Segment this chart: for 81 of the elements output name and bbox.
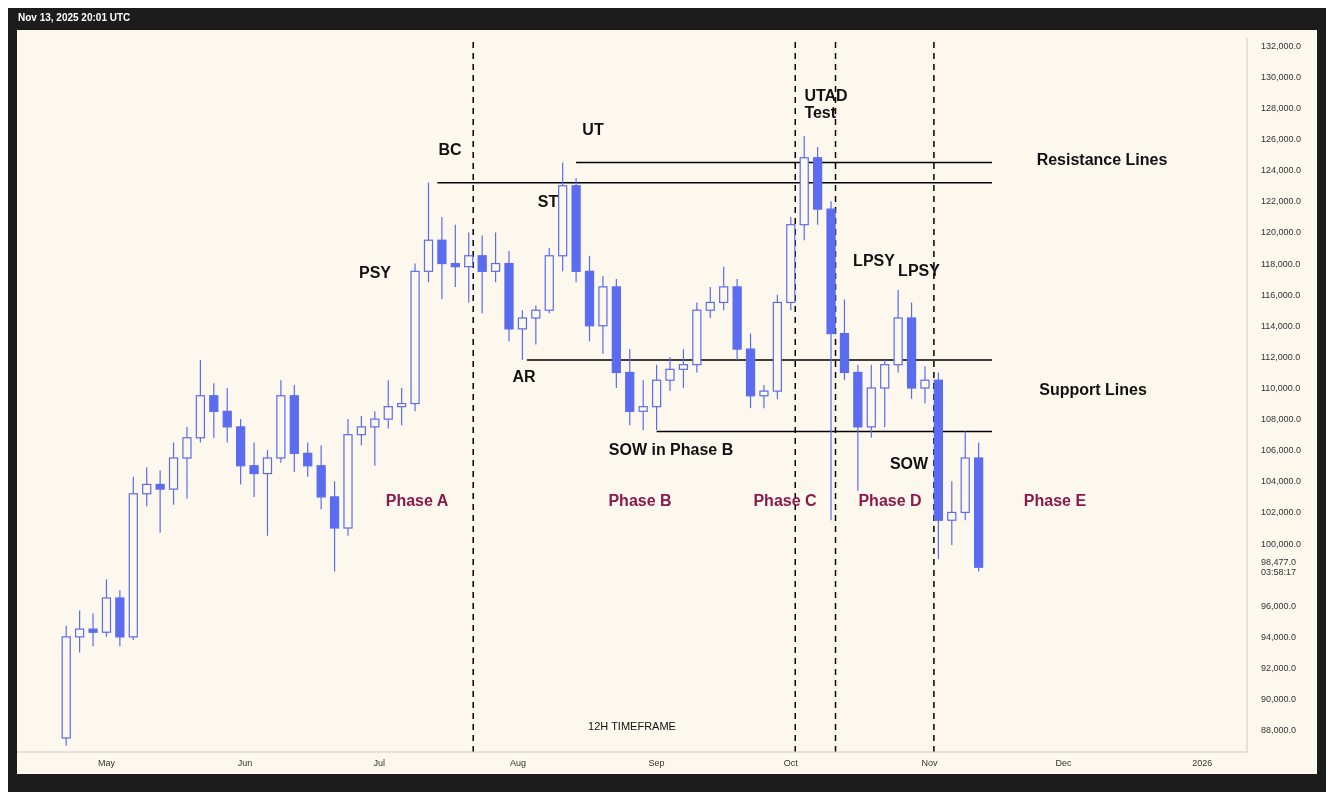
y-tick-label: 130,000.0 bbox=[1261, 71, 1302, 82]
candlestick bbox=[249, 441, 259, 498]
annotation: ST bbox=[537, 192, 559, 210]
annotation: UTAD Test bbox=[804, 87, 848, 121]
text: Nov 13, 2025 20:01 UTC bbox=[18, 12, 131, 23]
candlestick bbox=[490, 231, 501, 283]
y-tick-label: 112,000.0 bbox=[1261, 351, 1301, 362]
candlestick bbox=[142, 466, 152, 507]
candlestick bbox=[222, 387, 232, 444]
candlestick bbox=[719, 266, 729, 311]
annotation: Support Lines bbox=[1039, 380, 1147, 398]
x-tick-label: 2026 bbox=[1192, 758, 1213, 769]
y-tick-label: 92,000.0 bbox=[1261, 663, 1297, 673]
candlestick bbox=[155, 469, 165, 534]
candlestick bbox=[437, 216, 447, 300]
x-tick-label: Sep bbox=[648, 758, 665, 769]
y-tick-label: 120,000.0 bbox=[1261, 227, 1302, 238]
annotation: SOW in Phase B bbox=[608, 440, 734, 458]
x-tick-label: Dec bbox=[1055, 758, 1073, 769]
x-tick-label: Jun bbox=[237, 758, 253, 769]
candlestick bbox=[477, 234, 487, 314]
y-tick-label: 116,000.0 bbox=[1261, 289, 1301, 300]
annotation: UT bbox=[582, 120, 604, 138]
y-tick-label: 94,000.0 bbox=[1261, 631, 1297, 642]
y-tick-label: 98,477.0 03:58:17 bbox=[1261, 557, 1297, 578]
candlestick bbox=[209, 382, 219, 439]
y-tick-label: 100,000.0 bbox=[1261, 538, 1302, 549]
y-tick-label: 110,000.0 bbox=[1261, 383, 1301, 393]
candlestick bbox=[356, 415, 367, 447]
y-tick-label: 108,000.0 bbox=[1261, 414, 1302, 425]
candlestick bbox=[531, 304, 541, 346]
x-tick-label: Aug bbox=[509, 758, 526, 769]
candlestick bbox=[262, 449, 273, 537]
y-tick-label: 106,000.0 bbox=[1261, 445, 1302, 456]
candlestick bbox=[665, 356, 675, 392]
y-tick-label: 124,000.0 bbox=[1261, 165, 1302, 176]
candlestick bbox=[759, 384, 769, 409]
y-tick-label: 122,000.0 bbox=[1261, 196, 1302, 207]
candlestick bbox=[678, 348, 689, 389]
candlestick bbox=[370, 410, 380, 467]
y-tick-label: 88,000.0 bbox=[1261, 725, 1297, 736]
candlestick bbox=[880, 359, 890, 428]
y-tick-label: 102,000.0 bbox=[1261, 507, 1302, 518]
y-tick-label: 96,000.0 bbox=[1261, 600, 1297, 611]
y-tick-label: 128,000.0 bbox=[1261, 103, 1302, 113]
y-tick-label: 132,000.0 bbox=[1261, 40, 1302, 51]
candlestick bbox=[464, 231, 474, 304]
annotation: Phase B bbox=[608, 491, 672, 509]
candlestick bbox=[638, 379, 648, 431]
annotation: AR bbox=[512, 367, 536, 385]
annotation: PSY bbox=[358, 263, 392, 281]
x-tick-label: Oct bbox=[783, 758, 799, 769]
annotation: Phase C bbox=[753, 491, 817, 509]
candlestick bbox=[397, 387, 407, 426]
annotation: Phase A bbox=[385, 491, 449, 509]
annotation: SOW bbox=[889, 454, 929, 472]
candlestick bbox=[182, 426, 192, 500]
candlestick bbox=[920, 365, 930, 405]
y-tick-label: 104,000.0 bbox=[1261, 476, 1302, 487]
y-tick-label: 90,000.0 bbox=[1261, 694, 1297, 705]
annotation: LPSY bbox=[853, 251, 895, 269]
annotation: Phase D bbox=[858, 491, 922, 509]
annotation: BC bbox=[438, 140, 462, 158]
candlestick bbox=[450, 224, 460, 288]
candlestick bbox=[303, 441, 313, 478]
candlestick bbox=[517, 309, 528, 361]
candlestick bbox=[88, 612, 98, 647]
x-tick-label: Jul bbox=[373, 758, 386, 769]
y-tick-label: 118,000.0 bbox=[1261, 258, 1301, 269]
annotation: Phase E bbox=[1023, 491, 1087, 509]
candlestick bbox=[383, 379, 393, 430]
annotation: LPSY bbox=[898, 261, 940, 279]
candlestick bbox=[74, 609, 85, 654]
annotation: Resistance Lines bbox=[1036, 150, 1168, 168]
candlestick bbox=[705, 286, 715, 319]
candlestick bbox=[947, 480, 957, 546]
x-tick-label: Nov bbox=[921, 758, 938, 769]
y-tick-label: 114,000.0 bbox=[1261, 320, 1301, 331]
text: 12H TIMEFRAME bbox=[587, 720, 677, 732]
x-tick-label: May bbox=[97, 758, 116, 769]
y-tick-label: 126,000.0 bbox=[1261, 134, 1302, 145]
